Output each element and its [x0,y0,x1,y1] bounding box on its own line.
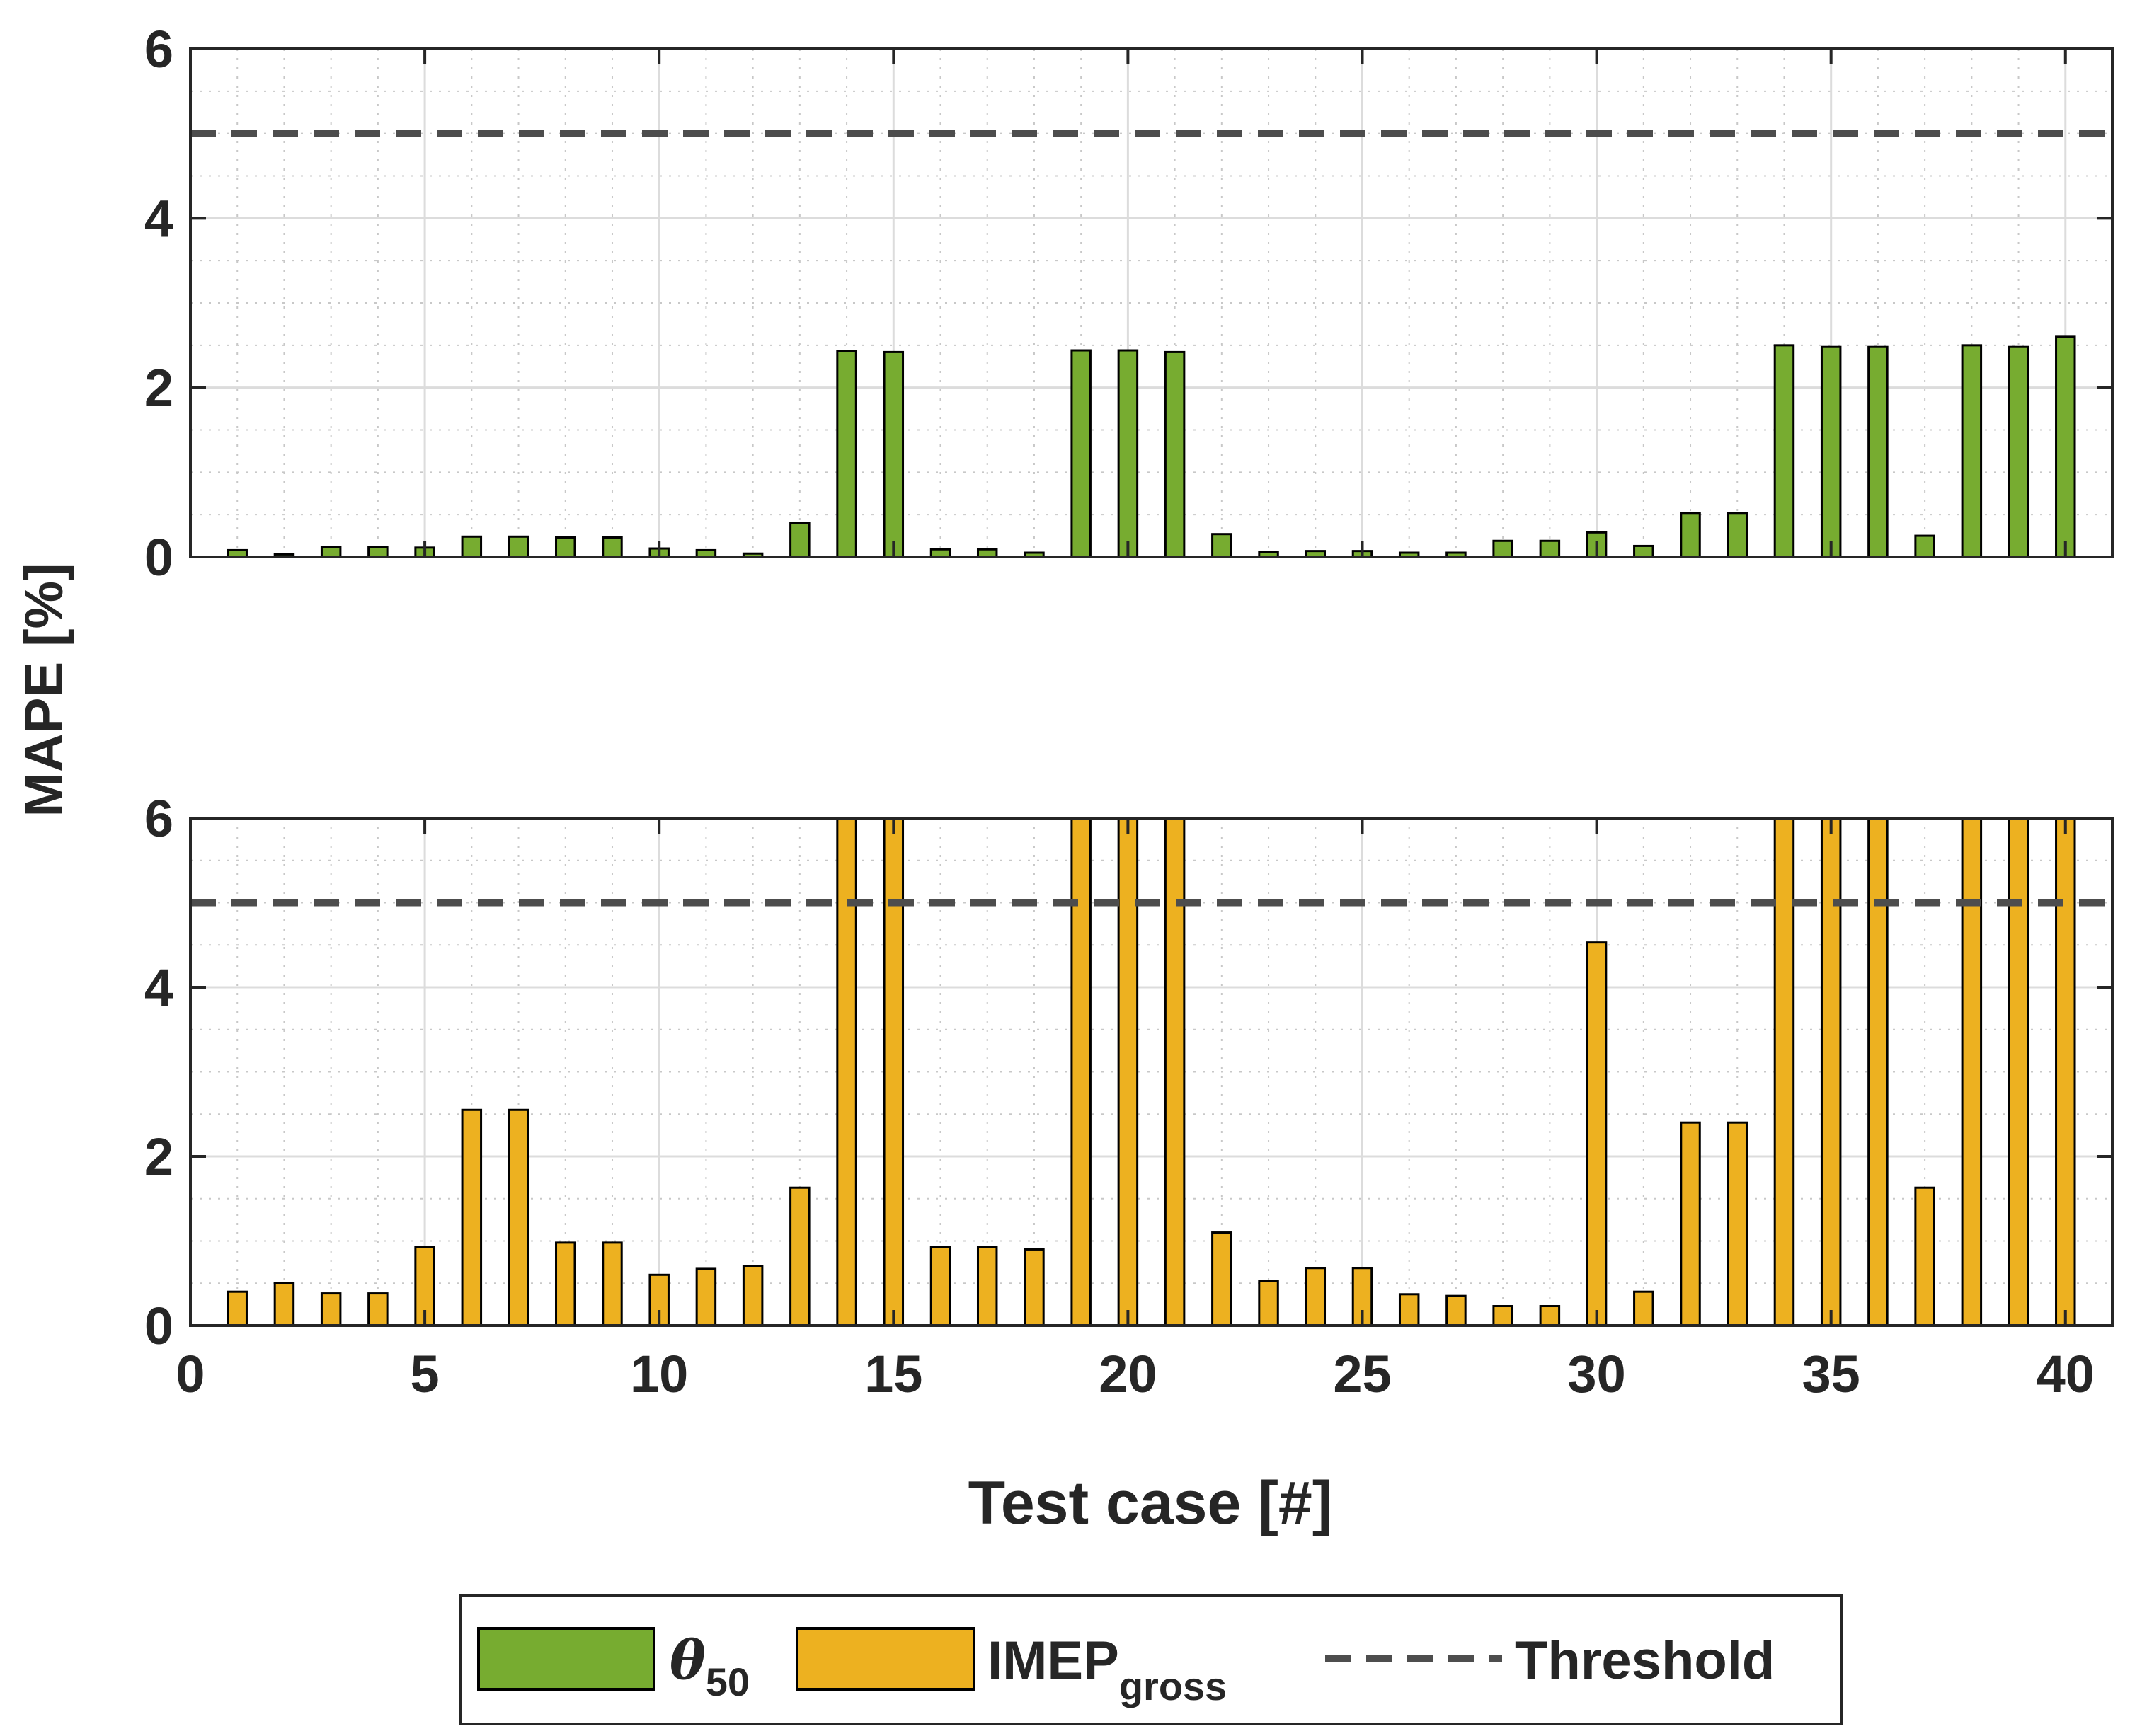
bar-case-13 [789,522,811,558]
bar-case-31 [1633,544,1654,558]
legend-box [459,1594,1843,1725]
bar-case-28 [1492,1305,1513,1327]
bar-case-9 [602,1241,623,1327]
bar-case-3 [320,546,342,558]
legend-imep-subscript: gross [1119,1664,1227,1708]
bar-case-26 [1398,1293,1420,1327]
bar-case-29 [1539,1305,1561,1327]
bar-case-33 [1727,512,1748,558]
bar-case-12 [742,1265,764,1327]
bar-case-6 [461,535,483,558]
y-tick-label: 0 [144,528,173,587]
bar-case-15 [883,817,905,1327]
x-tick-label: 35 [1802,1345,1860,1403]
x-tick-label: 5 [411,1345,440,1403]
x-tick-label: 20 [1099,1345,1157,1403]
bar-case-31 [1633,1290,1654,1327]
legend-imep-main: IMEP [987,1631,1119,1691]
bar-case-16 [929,1246,951,1327]
y-tick-label: 4 [144,189,173,248]
bar-case-1 [227,1290,248,1327]
bar-case-32 [1680,1121,1701,1327]
legend-threshold-label: Threshold [1515,1631,1775,1691]
bar-case-24 [1305,1267,1327,1327]
bar-case-2 [273,1282,295,1327]
bar-case-11 [695,1267,717,1327]
y-tick-label: 6 [144,20,173,79]
bar-case-20 [1117,349,1139,558]
bar-case-35 [1820,817,1842,1327]
bar-case-40 [2055,335,2076,558]
bar-case-33 [1727,1121,1748,1327]
y-axis-label: MAPE [%] [14,563,74,817]
bar-case-8 [555,536,576,558]
x-tick-label: 30 [1567,1345,1625,1403]
y-tick-label: 2 [144,359,173,418]
bar-case-29 [1539,539,1561,558]
bar-case-28 [1492,539,1513,558]
bar-case-4 [367,1292,389,1327]
x-tick-label: 40 [2037,1345,2095,1403]
bar-case-17 [976,1246,998,1327]
x-axis-label: Test case [#] [968,1469,1333,1537]
bar-case-32 [1680,512,1701,558]
legend-imep-gross-swatch [796,1627,975,1691]
bar-case-36 [1867,345,1889,558]
legend-theta50-subscript: 50 [706,1660,750,1704]
bar-case-22 [1211,533,1232,558]
bar-case-19 [1070,817,1092,1327]
bar-case-39 [2008,345,2029,558]
y-tick-label: 0 [144,1297,173,1355]
legend-theta50-swatch [477,1627,655,1691]
bar-case-36 [1867,817,1889,1327]
axes-box [189,817,2114,1327]
bar-case-37 [1914,534,1935,558]
bar-case-6 [461,1108,483,1327]
bar-case-15 [883,350,905,558]
x-tick-label: 25 [1333,1345,1391,1403]
bar-case-34 [1773,344,1795,558]
x-tick-label: 0 [176,1345,205,1403]
bar-case-18 [1024,1248,1045,1327]
bar-case-14 [836,350,857,558]
bar-case-38 [1961,817,1983,1327]
bar-case-30 [1586,941,1608,1327]
bottom-subplot-imep-gross: 0 5 10 15 20 25 30 35 40 0 2 4 6 [144,789,2114,1403]
bar-case-9 [602,536,623,558]
bar-case-37 [1914,1186,1935,1327]
legend-theta50-label: θ50 [670,1628,750,1704]
bar-case-27 [1445,1294,1467,1327]
y-tick-label: 2 [144,1127,173,1186]
bar-case-21 [1164,350,1186,558]
bar-case-34 [1773,817,1795,1327]
bar-case-3 [320,1292,342,1327]
x-tick-label: 10 [630,1345,688,1403]
bar-case-13 [789,1186,811,1327]
bar-case-4 [367,546,389,558]
bar-case-39 [2008,817,2029,1327]
axes-box [189,47,2114,558]
x-tick-label: 15 [864,1345,922,1403]
bar-case-23 [1258,1280,1279,1327]
bar-case-38 [1961,344,1983,558]
bar-case-14 [836,817,857,1327]
y-tick-label: 6 [144,789,173,848]
bar-case-7 [508,535,529,558]
bar-case-22 [1211,1231,1232,1327]
bar-case-19 [1070,349,1092,558]
bar-case-8 [555,1241,576,1327]
bar-case-35 [1820,345,1842,558]
legend-imep-gross-label: IMEPgross [987,1631,1227,1708]
bar-case-20 [1117,817,1139,1327]
top-subplot-theta50: 0 2 4 6 [144,20,2114,587]
bar-case-21 [1164,817,1186,1327]
legend: θ50 IMEPgross Threshold [459,1594,1843,1725]
bar-case-40 [2055,817,2076,1327]
y-tick-label: 4 [144,958,173,1017]
legend-theta50-symbol: θ [670,1628,706,1691]
bar-case-7 [508,1108,529,1327]
